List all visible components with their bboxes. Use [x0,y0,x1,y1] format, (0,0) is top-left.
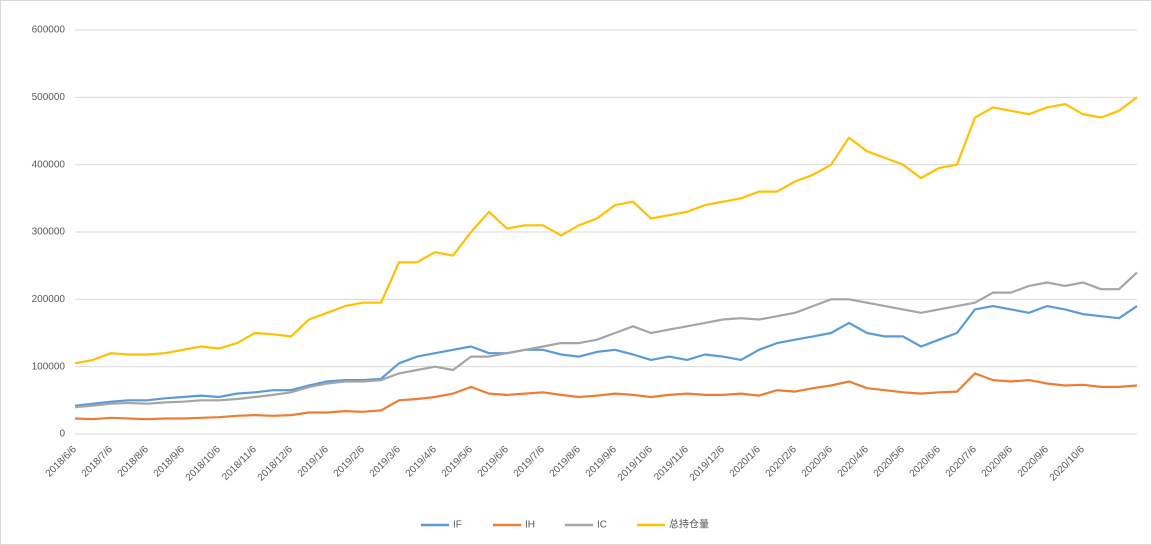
legend-label: IC [597,520,607,531]
series-line [74,305,1138,407]
y-tick-label: 200000 [32,294,66,305]
legend-label: IH [525,520,535,531]
y-tick-label: 0 [59,429,65,440]
y-tick-label: 300000 [32,227,66,238]
legend-label: 总持仓量 [669,518,709,531]
y-tick-label: 600000 [32,25,66,36]
y-tick-label: 500000 [32,92,66,103]
y-tick-label: 100000 [32,361,66,372]
series-line [74,271,1138,409]
legend-label: IF [453,520,462,531]
series-line [74,372,1138,421]
y-tick-label: 400000 [32,159,66,170]
series-line [74,96,1138,365]
